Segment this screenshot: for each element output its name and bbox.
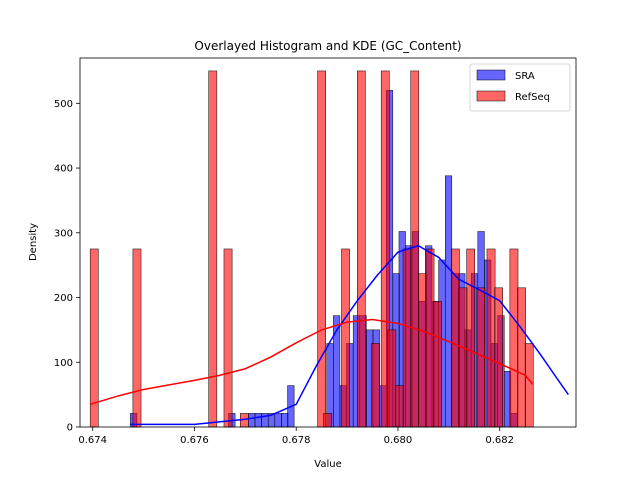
bar-sra-10	[333, 315, 341, 428]
x-tick-label: 0.678	[282, 435, 311, 446]
y-tick-label: 300	[54, 228, 73, 239]
legend-swatch-refseq	[476, 90, 506, 102]
bar-sra-7	[281, 413, 289, 428]
x-tick-label: 0.676	[180, 435, 209, 446]
y-axis: 0 100 200 300 400 500	[54, 99, 80, 434]
bar-refseq-6	[323, 413, 333, 428]
legend-label-sra: SRA	[515, 71, 535, 82]
bar-sra-27	[445, 175, 453, 428]
y-tick-label: 400	[54, 164, 73, 175]
bar-refseq-12	[395, 385, 404, 428]
chart-title: Overlayed Histogram and KDE (GC_Content)	[194, 39, 461, 53]
bar-refseq-22	[486, 248, 496, 428]
bar-refseq-16	[425, 248, 435, 428]
bar-refseq-7	[341, 248, 350, 428]
y-tick-label: 0	[67, 423, 73, 434]
bar-refseq-0	[89, 248, 99, 428]
bar-refseq-5	[317, 70, 326, 428]
bar-refseq-9	[371, 343, 380, 428]
y-tick-label: 500	[54, 99, 73, 110]
x-tick-label: 0.674	[78, 435, 107, 446]
y-axis-label: Density	[28, 223, 39, 261]
legend-label-refseq: RefSeq	[515, 92, 550, 103]
bar-sra-2	[248, 413, 256, 428]
bar-refseq-17	[433, 301, 442, 428]
x-tick-label: 0.682	[485, 435, 514, 446]
x-tick-label: 0.680	[384, 435, 413, 446]
x-axis-label: Value	[314, 459, 341, 470]
bar-sra-3	[254, 413, 262, 428]
x-axis: 0.674 0.676 0.678 0.680 0.682	[78, 427, 514, 446]
bar-refseq-23	[494, 287, 503, 428]
bar-refseq-3	[223, 248, 233, 428]
plot-area	[89, 70, 569, 428]
legend: SRA RefSeq	[469, 63, 571, 112]
bar-refseq-1	[132, 248, 142, 428]
bar-refseq-19	[458, 287, 468, 428]
bar-refseq-25	[517, 287, 526, 428]
bar-refseq-8	[357, 70, 366, 428]
kde-line-refseq	[89, 318, 534, 406]
y-tick-label: 200	[54, 293, 73, 304]
legend-swatch-sra	[476, 69, 506, 81]
bar-refseq-20	[466, 248, 476, 428]
bar-sra-6	[274, 413, 282, 428]
axes-frame	[79, 57, 577, 428]
bar-refseq-14	[410, 70, 420, 428]
bar-refseq-26	[524, 343, 534, 428]
y-tick-label: 100	[54, 358, 73, 369]
bar-refseq-15	[418, 273, 427, 428]
bar-refseq-24	[509, 248, 519, 428]
bar-refseq-13	[402, 248, 412, 428]
bar-refseq-2	[208, 70, 218, 428]
kde-line-sra	[130, 244, 569, 426]
bar-refseq-11	[387, 329, 397, 428]
